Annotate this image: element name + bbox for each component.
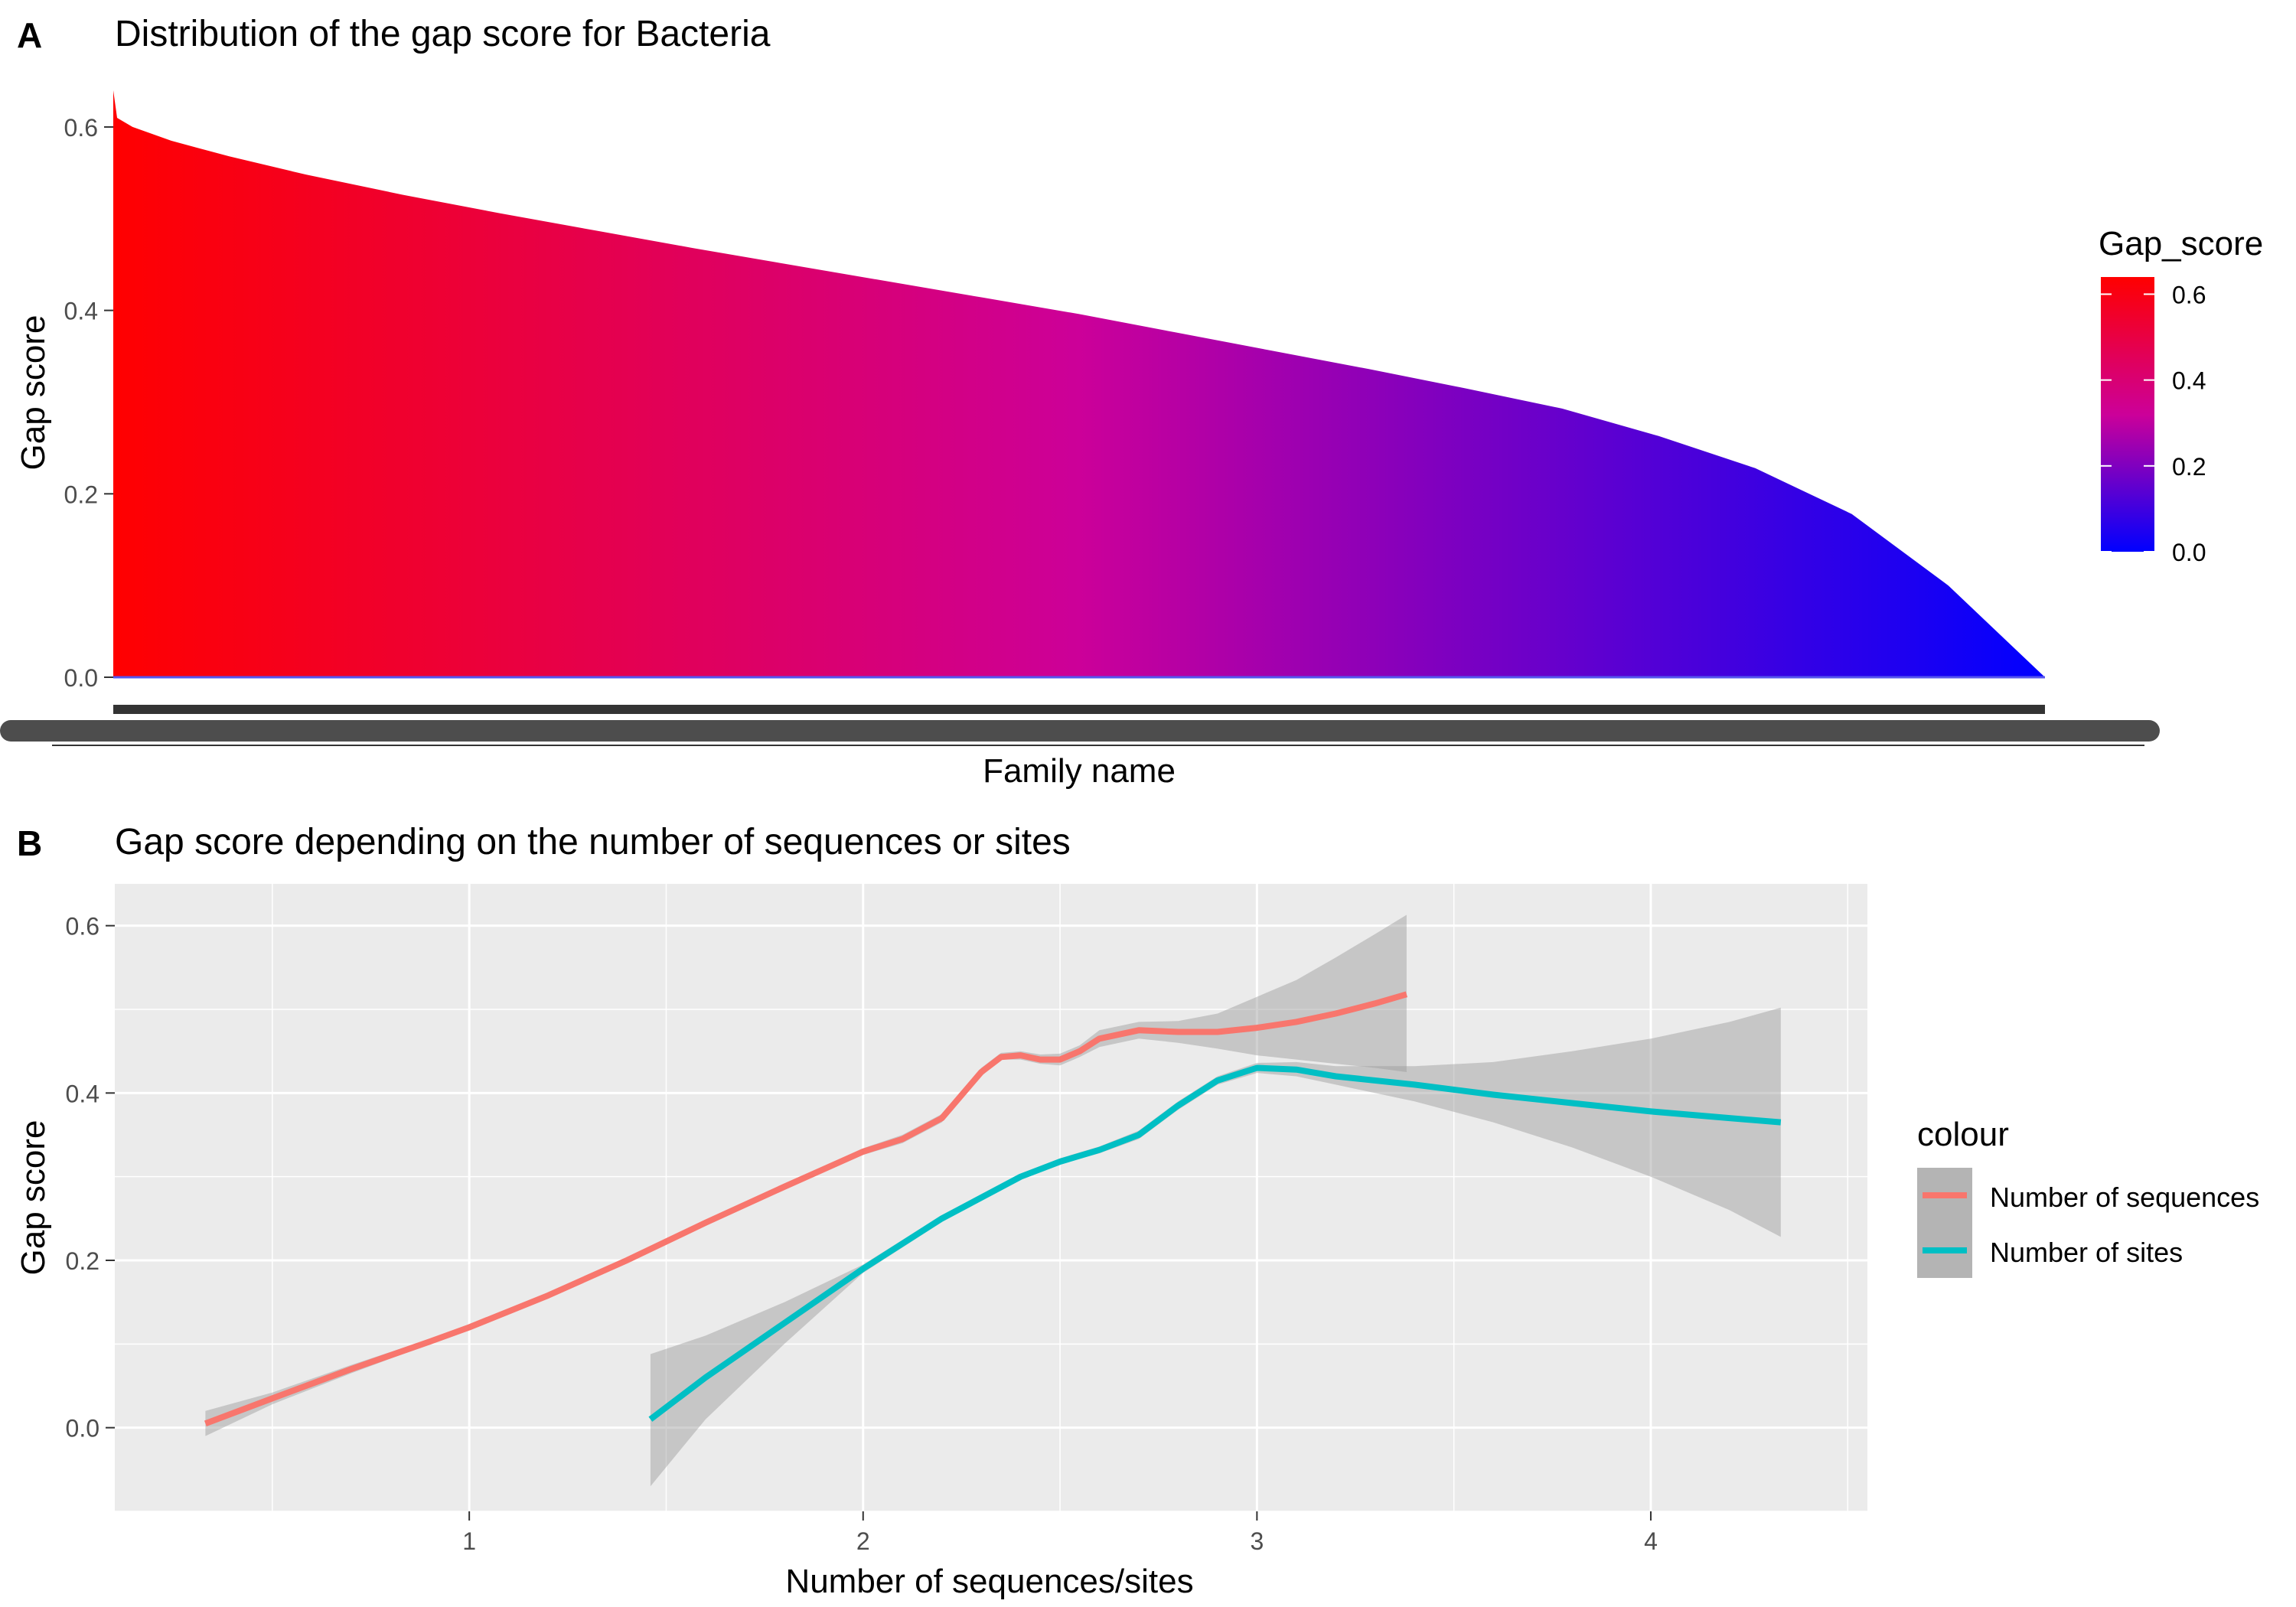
colorbar-ticks: 0.0 0.2 0.4 0.6 [2101,281,2206,566]
smooth-lines [204,991,1782,1426]
smooth-line-sequences [204,991,1408,1426]
series-legend: colour Number of sequences Number of sit… [1917,1116,2259,1278]
panel-a-y-label: Gap score [15,315,52,471]
legend-a-title: Gap_score [2099,225,2263,262]
panel-b-y-ticks: 0.0 0.2 0.4 0.6 [66,913,115,1442]
panel-b-y-label: Gap score [15,1120,52,1276]
panel-b-x-ticks: 1 2 3 4 [462,1511,1658,1555]
grid-lines [115,884,1867,1512]
panel-a-x-label: Family name [983,752,1176,790]
panel-b-x-label: Number of sequences/sites [785,1563,1193,1600]
x-tick-label: 2 [856,1527,870,1555]
x-tick-label: 3 [1250,1527,1264,1555]
colorbar [2101,277,2154,552]
plot-panel-background [115,884,1867,1511]
x-tick-marks-band [113,705,2045,714]
y-tick-label: 0.2 [66,1247,99,1275]
x-tick-labels-band [0,720,2160,742]
panel-a-y-ticks: 0.0 0.2 0.4 0.6 [64,114,113,692]
panel-a: A Distribution of the gap score for Bact… [0,14,2263,790]
y-tick-label: 0.0 [64,664,98,692]
x-tick-label: 4 [1644,1527,1658,1555]
legend-b-title: colour [1917,1116,2009,1153]
y-tick-label: 0.0 [66,1415,99,1442]
gap-score-legend: Gap_score 0.0 0.2 0.4 0.6 [2099,225,2263,566]
panel-b: B Gap score depending on the number of s… [15,822,2259,1600]
colorbar-tick-label: 0.4 [2172,367,2206,395]
panel-b-tag: B [17,823,42,863]
colorbar-tick-label: 0.2 [2172,453,2206,481]
panel-a-tag: A [17,15,42,55]
panel-b-title: Gap score depending on the number of seq… [115,822,1071,862]
legend-label-sequences: Number of sequences [1990,1182,2259,1213]
x-tick-label: 1 [462,1527,476,1555]
y-tick-label: 0.4 [66,1080,99,1107]
y-tick-label: 0.6 [66,913,99,940]
colorbar-tick-label: 0.0 [2172,539,2206,566]
legend-label-sites: Number of sites [1990,1237,2183,1268]
panel-a-title: Distribution of the gap score for Bacter… [115,14,771,54]
y-tick-label: 0.2 [64,481,98,508]
colorbar-tick-label: 0.6 [2172,281,2206,308]
gap-score-area [113,90,2045,677]
smooth-line-sites [648,1064,1782,1422]
y-tick-label: 0.6 [64,114,98,142]
y-tick-label: 0.4 [64,298,98,325]
confidence-ribbon-sites [650,1007,1781,1487]
